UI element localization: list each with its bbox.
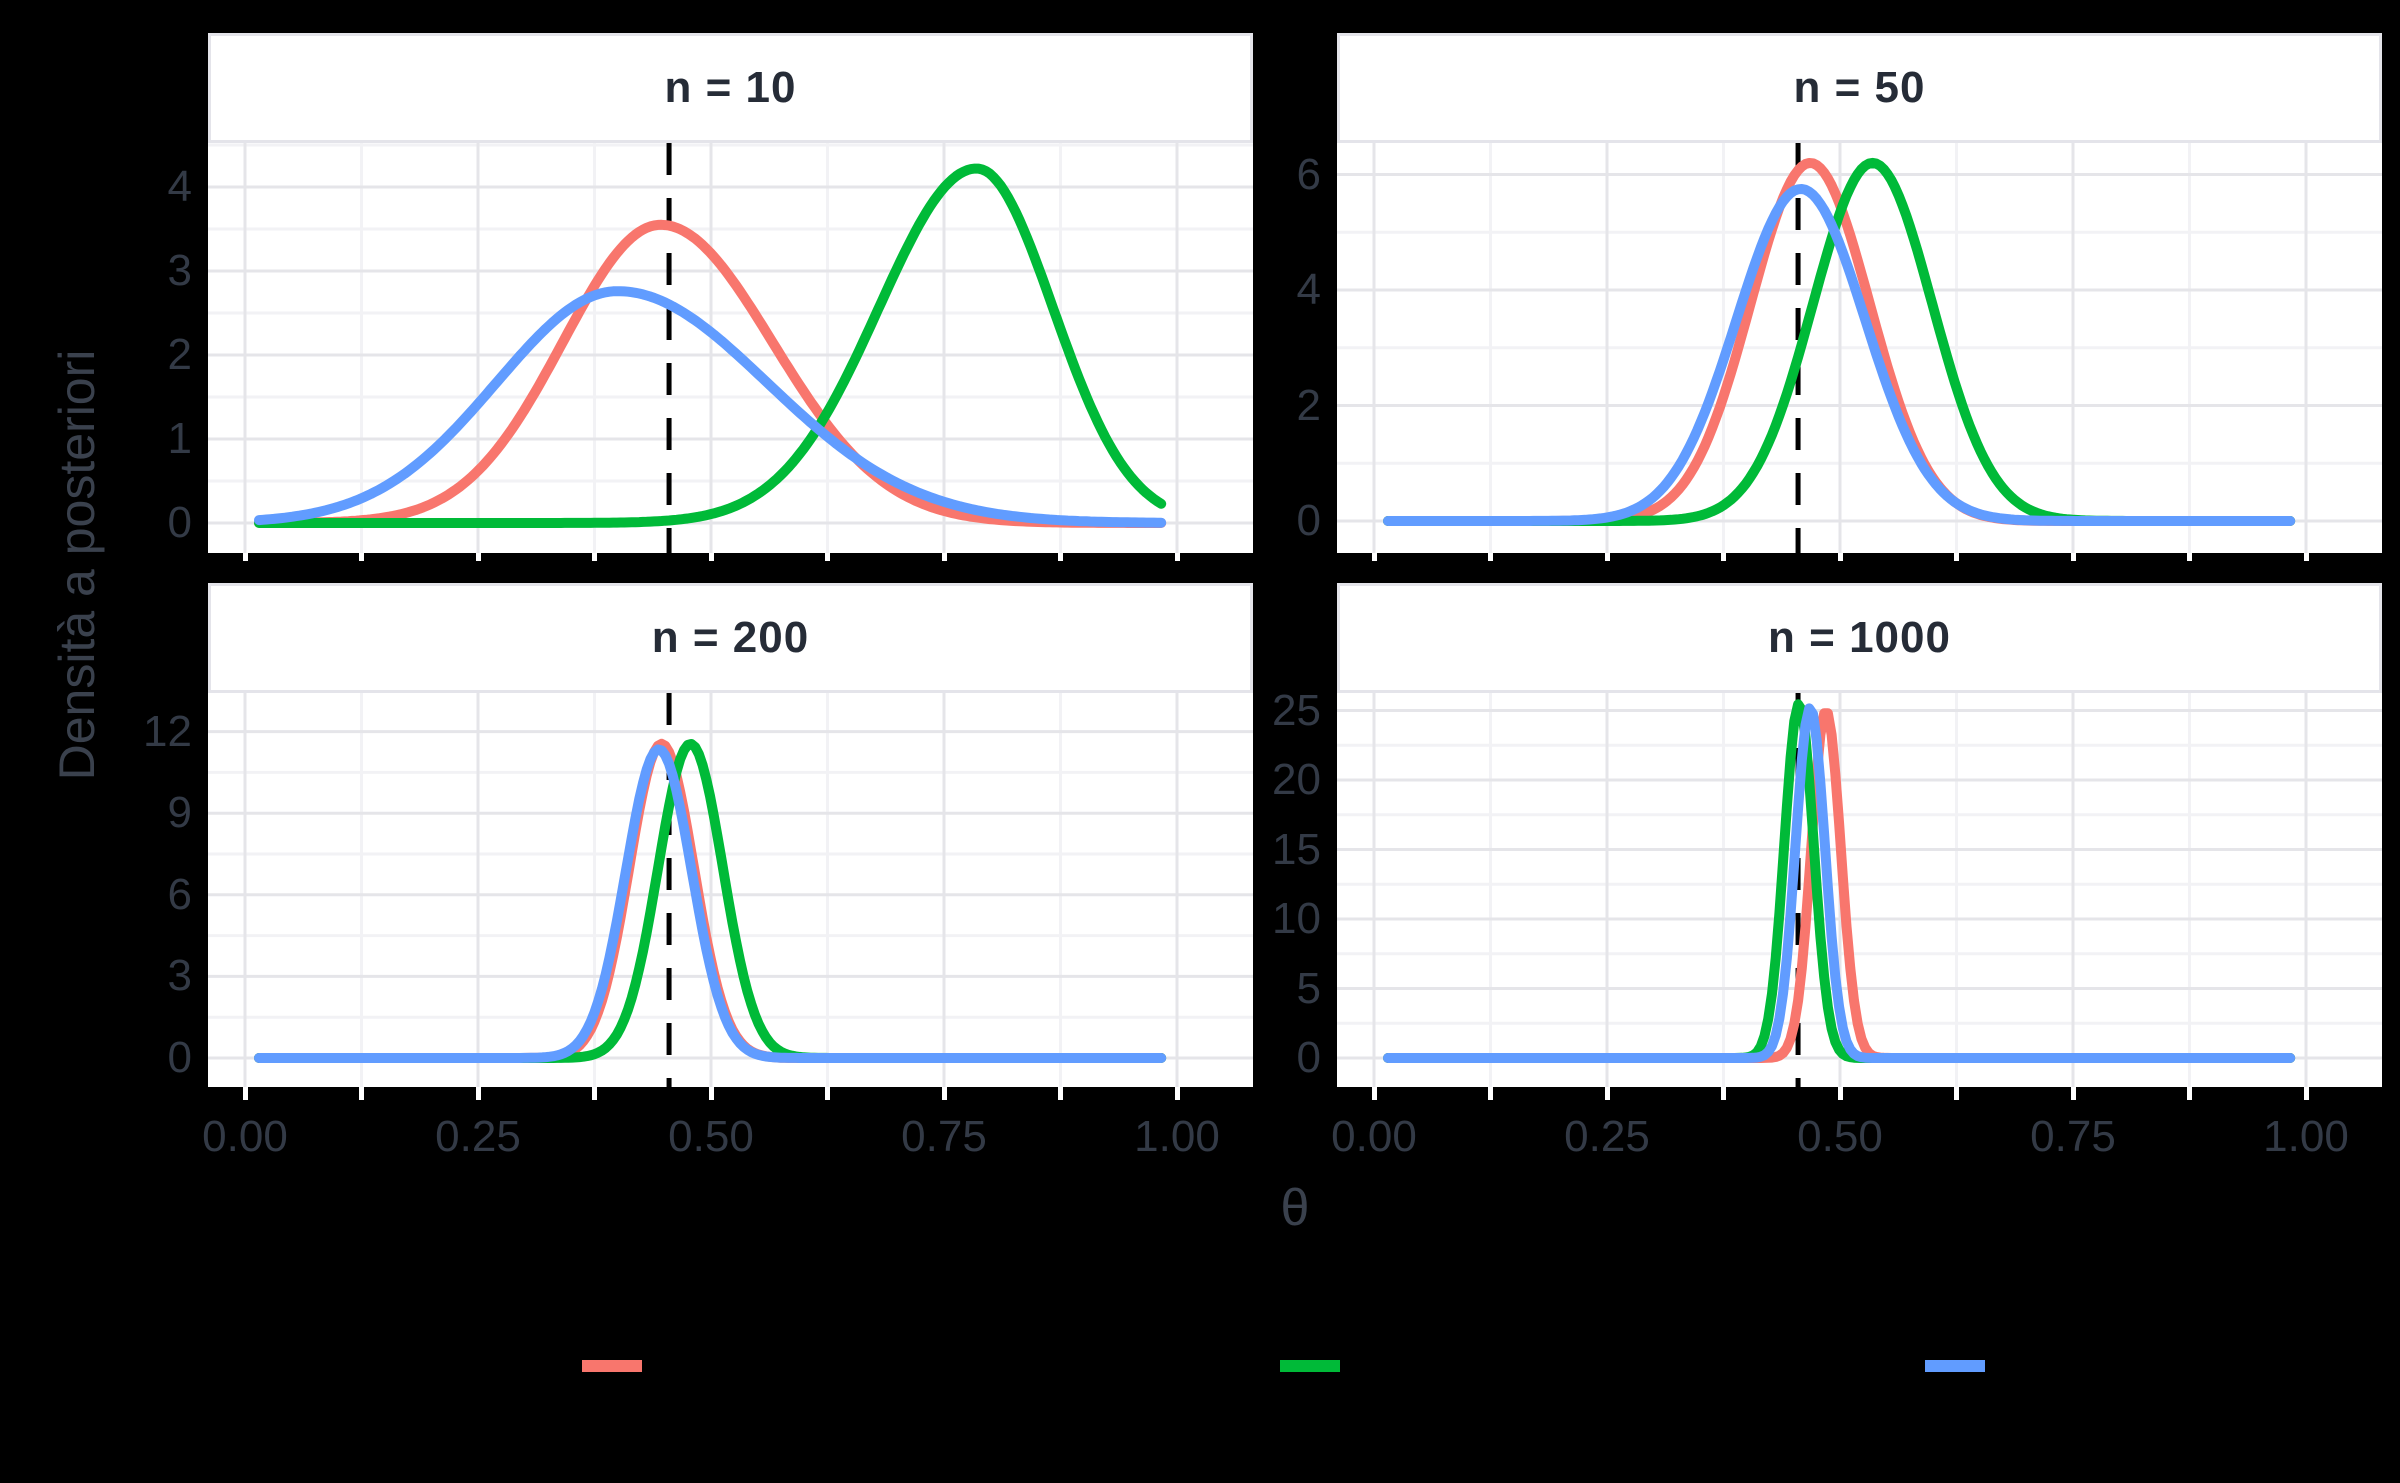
y-tick-label: 15 [1272, 824, 1321, 874]
x-axis-tick-mark [1721, 1087, 1726, 1100]
x-tick-label: 0.00 [1331, 1112, 1417, 1161]
x-axis-tick-mark [1488, 553, 1493, 561]
x-tick-label: 0.50 [1797, 1112, 1883, 1161]
y-tick-label: 2 [167, 330, 192, 379]
x-axis-tick-mark [2187, 553, 2192, 561]
x-axis-tick-mark [1371, 553, 1377, 561]
panel-plot-n-10 [208, 143, 1253, 553]
y-tick-label: 20 [1272, 755, 1321, 804]
density-curve-blue [254, 744, 1167, 1063]
x-axis-tick-mark [941, 553, 947, 561]
x-axis-tick-mark [359, 553, 364, 561]
y-tick-label: 6 [167, 869, 192, 919]
x-axis-tick-mark [2070, 553, 2076, 561]
x-axis-tick-mark [1604, 553, 1610, 561]
x-axis-tick-mark [708, 553, 714, 561]
x-axis-tick-mark [592, 553, 597, 561]
y-tick-label: 0 [1296, 496, 1321, 545]
x-axis-tick-mark [1721, 553, 1726, 561]
facet-strip-n-1000: n = 1000 [1337, 583, 2382, 693]
panel-plot-n-200 [208, 693, 1253, 1087]
x-axis-tick-mark [1174, 1087, 1180, 1100]
x-axis-tick-mark [1058, 1087, 1063, 1100]
x-axis-tick-mark [1371, 1087, 1377, 1100]
panel-plot-n-1000 [1337, 693, 2382, 1087]
x-axis-tick-mark [1837, 553, 1843, 561]
x-axis-tick-mark [2303, 553, 2309, 561]
x-tick-label: 0.75 [2030, 1112, 2116, 1161]
y-tick-label: 0 [167, 1033, 192, 1082]
y-tick-label: 1 [167, 414, 192, 463]
x-axis-tick-mark [1604, 1087, 1610, 1100]
panel-plot-n-50 [1337, 143, 2382, 553]
x-axis-tick-mark [242, 553, 248, 561]
legend-key-salmon-icon [582, 1360, 642, 1372]
x-axis-tick-mark [2303, 1087, 2309, 1100]
density-curve-blue [1383, 184, 2296, 526]
x-axis-tick-mark [1954, 553, 1959, 561]
x-axis-tick-mark [1488, 1087, 1493, 1100]
x-axis-tick-mark [941, 1087, 947, 1100]
y-tick-label: 12 [143, 706, 192, 756]
x-axis-tick-mark [359, 1087, 364, 1100]
x-axis-tick-mark [825, 553, 830, 561]
density-curve-blue [1383, 703, 2296, 1063]
y-tick-label: 6 [1296, 149, 1321, 199]
facet-strip-n-10: n = 10 [208, 33, 1253, 143]
facet-strip-n-50: n = 50 [1337, 33, 2382, 143]
legend-key-green-icon [1280, 1360, 1340, 1372]
x-axis-tick-mark [708, 1087, 714, 1100]
x-axis-tick-mark [1058, 553, 1063, 561]
y-tick-label: 3 [167, 951, 192, 1001]
x-tick-label: 0.00 [202, 1112, 288, 1161]
x-axis-tick-mark [475, 553, 481, 561]
facet-title-n-200: n = 200 [651, 613, 810, 662]
x-tick-label: 0.75 [901, 1112, 987, 1161]
x-axis-tick-mark [1837, 1087, 1843, 1100]
y-tick-label: 3 [167, 246, 192, 295]
x-axis-tick-mark [242, 1087, 248, 1100]
legend-key-blue-icon [1925, 1360, 1985, 1372]
x-tick-label: 0.25 [435, 1112, 521, 1161]
x-axis-tick-mark [592, 1087, 597, 1100]
x-tick-label: 0.25 [1564, 1112, 1650, 1161]
y-axis-title: Densità a posteriori [49, 349, 105, 781]
x-axis-tick-mark [825, 1087, 830, 1100]
density-curve-blue [254, 286, 1167, 528]
x-axis-title: θ [1280, 1179, 1310, 1237]
facet-title-n-50: n = 50 [1793, 63, 1926, 112]
y-tick-label: 0 [1296, 1033, 1321, 1082]
y-tick-label: 10 [1272, 894, 1321, 943]
y-tick-label: 25 [1272, 685, 1321, 735]
y-tick-label: 4 [1296, 265, 1321, 314]
facet-title-n-10: n = 10 [664, 63, 797, 112]
y-tick-label: 9 [167, 788, 192, 838]
facet-strip-n-200: n = 200 [208, 583, 1253, 693]
density-curve-green [254, 163, 1167, 528]
y-tick-label: 5 [1296, 963, 1321, 1013]
y-tick-label: 4 [167, 162, 192, 211]
x-tick-label: 0.50 [668, 1112, 754, 1161]
x-axis-tick-mark [2070, 1087, 2076, 1100]
x-tick-label: 1.00 [1134, 1112, 1220, 1161]
x-axis-tick-mark [475, 1087, 481, 1100]
y-tick-label: 2 [1296, 380, 1321, 430]
y-tick-label: 0 [167, 498, 192, 547]
x-axis-tick-mark [1174, 553, 1180, 561]
x-tick-label: 1.00 [2263, 1112, 2349, 1161]
x-axis-tick-mark [1954, 1087, 1959, 1100]
x-axis-tick-mark [2187, 1087, 2192, 1100]
facet-title-n-1000: n = 1000 [1768, 613, 1951, 662]
